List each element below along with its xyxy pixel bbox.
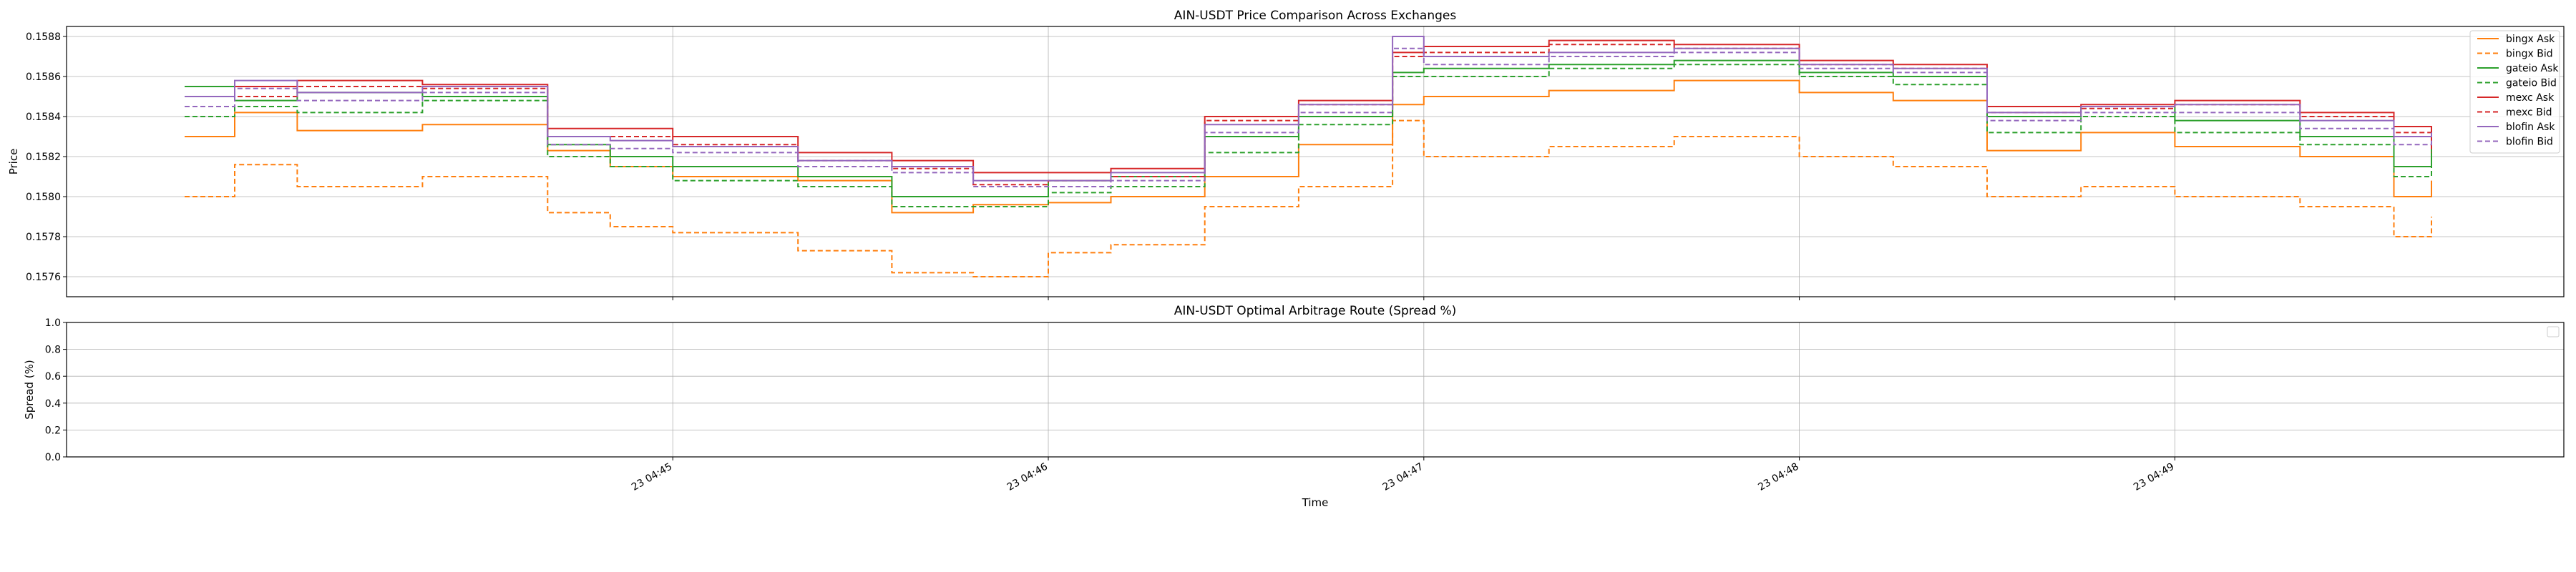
legend-label: gateio Ask — [2506, 63, 2559, 74]
price-chart-lines — [185, 36, 2432, 277]
price-y-tick-label: 0.1584 — [26, 112, 61, 123]
legend-label: mexc Ask — [2506, 92, 2555, 104]
price-chart-legend: bingx Ask bingx Bid gateio Ask gateio Bid me… — [2469, 30, 2560, 154]
legend-label: mexc Bid — [2506, 107, 2552, 119]
price-chart-title: AIN-USDT Price Comparison Across Exchang… — [1174, 9, 1457, 23]
price-y-tick-label: 0.1576 — [26, 272, 61, 283]
series-line-bingx-bid — [185, 119, 2432, 277]
spread-y-tick-label: 0.6 — [45, 371, 61, 383]
price-y-tick-label: 0.1578 — [26, 232, 61, 243]
spread-chart-x-label: Time — [1302, 496, 1329, 509]
price-y-tick-label: 0.1586 — [26, 72, 61, 83]
spread-y-tick-label: 0.0 — [45, 452, 61, 463]
price-y-tick-label: 0.1588 — [26, 31, 61, 43]
legend-label: gateio Bid — [2506, 78, 2557, 89]
spread-y-tick-label: 0.8 — [45, 345, 61, 356]
legend-label: bingx Bid — [2506, 49, 2553, 60]
price-y-tick-label: 0.1582 — [26, 152, 61, 163]
spread-chart-legend-box — [2547, 326, 2560, 337]
spread-y-tick-label: 0.4 — [45, 398, 61, 410]
price-y-tick-label: 0.1580 — [26, 192, 61, 203]
spread-y-tick-label: 0.2 — [45, 425, 61, 436]
price-chart-y-ticks: 0.1576 0.1578 0.1580 0.1582 0.1584 0.1586 0.15… — [26, 31, 67, 283]
price-chart-grid — [67, 26, 2564, 300]
legend-label: blofin Ask — [2506, 122, 2555, 133]
series-line-bingx-ask — [185, 79, 2432, 214]
legend-box — [2469, 30, 2560, 154]
spread-chart-title: AIN-USDT Optimal Arbitrage Route (Spread… — [1174, 304, 1457, 318]
spread-chart-plot-area — [66, 322, 2565, 458]
price-chart-plot-area — [66, 26, 2565, 297]
series-line-gateio-bid — [185, 64, 2432, 207]
legend-label: blofin Bid — [2506, 137, 2553, 148]
spread-chart-y-ticks: 0.0 0.2 0.4 0.6 0.8 1.0 — [45, 317, 67, 463]
spread-y-tick-label: 1.0 — [45, 317, 61, 329]
series-line-blofin-bid — [185, 47, 2432, 187]
spread-chart-y-label: Spread (%) — [23, 360, 36, 420]
legend-label: bingx Ask — [2506, 34, 2555, 45]
price-chart-y-label: Price — [7, 149, 20, 175]
